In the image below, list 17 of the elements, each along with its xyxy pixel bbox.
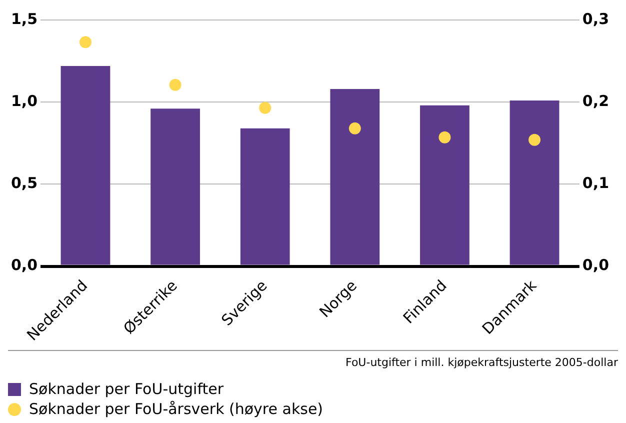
y-tick-label: 1,5	[10, 10, 38, 28]
y-tick-label: 0,0	[10, 256, 38, 274]
y2-tick-label: 0,1	[582, 174, 610, 192]
point	[528, 134, 541, 146]
point	[438, 131, 451, 144]
y2-tick-label: 0,2	[582, 92, 610, 110]
y2-tick-label: 0,3	[582, 10, 610, 28]
y2-tick-label: 0,0	[582, 256, 610, 274]
point	[79, 36, 92, 48]
point	[348, 122, 361, 134]
legend-label: Søknader per FoU-årsverk (høyre akse)	[29, 400, 324, 418]
y-tick-label: 1,0	[10, 92, 38, 110]
y-tick-label: 0,5	[10, 174, 38, 192]
text: FoU-utgifter i mill. kjøpekraftsjusterte 2005-dollar	[344, 355, 618, 371]
point	[169, 78, 182, 91]
point	[259, 102, 272, 114]
legend-label: Søknader per FoU-utgifter	[29, 380, 224, 398]
